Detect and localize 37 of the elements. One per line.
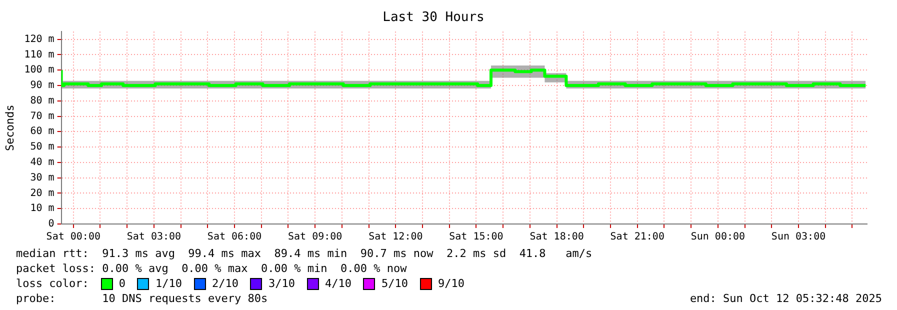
y-tick-label: 60 m bbox=[30, 126, 54, 138]
legend-label: 2/10 bbox=[212, 276, 238, 291]
x-tick-label: Sat 15:00 bbox=[449, 232, 504, 243]
legend-label: 9/10 bbox=[438, 276, 464, 291]
legend-label: 5/10 bbox=[381, 276, 408, 291]
text: packet loss: 0.00 % avg 0.00 % max 0.00 % min 0.00 % now bbox=[16, 261, 407, 276]
legend-title: loss color: bbox=[16, 276, 89, 291]
legend-label: 0 bbox=[118, 276, 126, 291]
x-tick-label: Sun 03:00 bbox=[771, 232, 826, 243]
y-tick-label: 50 m bbox=[30, 142, 54, 153]
x-tick-label: Sat 12:00 bbox=[368, 232, 423, 243]
y-axis-title: Seconds bbox=[3, 104, 16, 151]
y-tick-label: 100 m bbox=[24, 64, 54, 76]
text: end: Sun Oct 12 05:32:48 2025 bbox=[690, 291, 882, 306]
chart-title: Last 30 Hours bbox=[382, 10, 484, 26]
y-tick-label: 80 m bbox=[30, 95, 54, 106]
y-tick-label: 10 m bbox=[30, 203, 54, 214]
y-tick-label: 20 m bbox=[30, 188, 54, 199]
x-tick-label: Sat 18:00 bbox=[530, 232, 584, 243]
x-tick-label: Sat 21:00 bbox=[610, 232, 664, 243]
y-tick-label: 0 bbox=[48, 218, 54, 230]
legend-label: 4/10 bbox=[324, 276, 352, 291]
x-tick-label: Sat 06:00 bbox=[207, 232, 262, 243]
x-tick-label: Sat 09:00 bbox=[288, 232, 342, 243]
y-tick-label: 110 m bbox=[24, 49, 54, 60]
text: probe: 10 DNS requests every 80s bbox=[16, 291, 268, 306]
y-tick-label: 40 m bbox=[30, 157, 54, 168]
legend-label: 1/10 bbox=[155, 276, 182, 291]
y-tick-label: 90 m bbox=[30, 80, 54, 92]
y-tick-label: 70 m bbox=[30, 110, 54, 122]
y-tick-label: 30 m bbox=[30, 172, 54, 184]
x-tick-label: Sat 03:00 bbox=[126, 232, 182, 243]
legend-label: 3/10 bbox=[268, 276, 295, 291]
x-tick-label: Sun 00:00 bbox=[690, 232, 746, 243]
y-tick-label: 120 m bbox=[24, 34, 54, 45]
x-tick-label: Sat 00:00 bbox=[46, 232, 100, 243]
text: median rtt: 91.3 ms avg 99.4 ms max 89.4 ms min 90.7 ms now 2.2 ms sd 41.8 am/s bbox=[16, 246, 592, 261]
